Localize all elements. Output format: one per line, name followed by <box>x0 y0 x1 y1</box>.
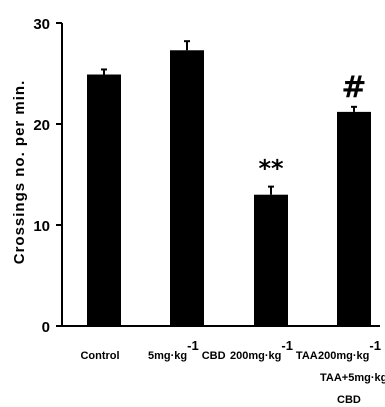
category-label-part: TAA <box>296 350 318 362</box>
category-label: 200mg·kg-1 <box>318 338 381 362</box>
category-label-part: CBD <box>202 350 226 362</box>
y-axis-label: Crossings no. per min. <box>11 80 28 265</box>
significance-annotation: ** <box>258 155 284 183</box>
bar <box>87 74 121 326</box>
y-axis-ticks: 0 10 20 30 <box>33 16 62 336</box>
category-label-part: 5mg·kg <box>148 350 187 362</box>
category-label-part: -1 <box>281 338 293 353</box>
y-tick-label: 30 <box>33 16 50 33</box>
category-label-part: Control <box>80 350 119 362</box>
category-label-part: 200mg·kg <box>230 350 281 362</box>
category-label-part: TAA+5mg·kg <box>320 372 385 384</box>
y-axis-label-group: Crossings no. per min. <box>11 80 28 265</box>
category-label: 5mg·kg-1CBD <box>148 338 226 362</box>
y-tick-label: 10 <box>33 218 50 235</box>
category-label: Control <box>80 350 119 362</box>
category-label: CBD <box>337 394 361 406</box>
bar <box>170 50 204 327</box>
y-tick-label: 20 <box>33 117 50 134</box>
category-label-part: CBD <box>337 394 361 406</box>
bar <box>337 111 371 326</box>
category-label: TAA+5mg·kg-1 <box>320 360 385 384</box>
bar <box>254 194 288 326</box>
significance-annotation: # <box>341 70 366 105</box>
category-label-part: -1 <box>187 338 199 353</box>
x-axis-categories: Control 5mg·kg-1CBD 200mg·kg-1TAA 200mg·kg-… <box>80 338 385 406</box>
category-label: 200mg·kg-1TAA <box>230 338 318 362</box>
bars: ** # <box>87 40 371 327</box>
y-tick-label: 0 <box>42 319 50 336</box>
category-label-part: 200mg·kg <box>318 350 369 362</box>
category-label-part: -1 <box>369 338 381 353</box>
